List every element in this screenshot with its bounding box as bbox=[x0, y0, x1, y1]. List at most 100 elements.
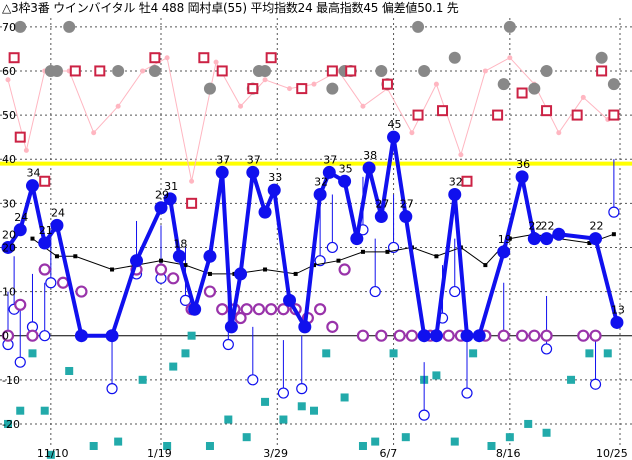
data-label: 22 bbox=[590, 220, 604, 233]
purple-circle bbox=[216, 303, 229, 316]
pink-point bbox=[238, 103, 244, 109]
data-label: 45 bbox=[388, 118, 402, 131]
max-square bbox=[265, 52, 277, 64]
max-square bbox=[326, 65, 338, 77]
purple-circle bbox=[167, 272, 180, 285]
purple-circle bbox=[314, 303, 327, 316]
purple-circle bbox=[56, 276, 70, 289]
teal-square bbox=[163, 442, 172, 450]
grey-dot bbox=[448, 51, 461, 64]
average-point bbox=[73, 254, 78, 259]
average-point bbox=[54, 254, 59, 259]
grey-dot bbox=[326, 82, 339, 95]
main-point bbox=[448, 187, 462, 201]
purple-circle bbox=[338, 263, 351, 276]
teal-square bbox=[487, 442, 496, 450]
average-point bbox=[434, 254, 439, 259]
grey-dot bbox=[497, 78, 510, 91]
average-point bbox=[30, 236, 35, 241]
main-point bbox=[515, 170, 529, 184]
teal-square bbox=[16, 406, 25, 415]
data-label: 32 bbox=[314, 175, 328, 188]
purple-circle bbox=[14, 298, 27, 311]
main-point bbox=[74, 329, 88, 343]
teal-square bbox=[114, 437, 123, 446]
average-point bbox=[360, 249, 365, 254]
average-point bbox=[483, 263, 488, 268]
hollow-marker bbox=[222, 338, 234, 351]
purple-circle bbox=[234, 311, 247, 325]
teal-square bbox=[505, 433, 514, 442]
hollow-marker bbox=[589, 378, 602, 390]
max-square bbox=[296, 83, 308, 95]
teal-square bbox=[89, 442, 98, 450]
data-label: 27 bbox=[400, 198, 414, 211]
teal-square bbox=[224, 415, 233, 424]
main-point bbox=[429, 329, 443, 343]
teal-square bbox=[603, 349, 612, 358]
average-point bbox=[293, 271, 298, 276]
max-square bbox=[186, 197, 198, 209]
purple-circle bbox=[252, 303, 266, 316]
main-point bbox=[540, 232, 554, 246]
y-tick-label: 40 bbox=[2, 153, 16, 166]
teal-square bbox=[432, 371, 441, 380]
y-tick-label: 60 bbox=[2, 65, 16, 78]
max-square bbox=[412, 109, 424, 121]
max-square bbox=[198, 52, 210, 64]
purple-circle bbox=[515, 329, 529, 342]
purple-circle bbox=[375, 329, 388, 342]
hollow-marker bbox=[106, 383, 118, 395]
teal-square bbox=[340, 393, 349, 402]
y-tick-label: 30 bbox=[2, 197, 16, 210]
pink-point bbox=[91, 130, 97, 136]
x-tick-label: 3/29 bbox=[263, 447, 288, 460]
average-point bbox=[507, 236, 512, 241]
main-point bbox=[163, 192, 177, 206]
average-point bbox=[385, 249, 390, 254]
purple-circle bbox=[326, 320, 339, 333]
main-point bbox=[215, 165, 229, 179]
purple-circle bbox=[240, 303, 253, 316]
teal-square bbox=[310, 406, 318, 415]
main-point bbox=[172, 249, 186, 263]
pink-point bbox=[115, 103, 121, 109]
purple-circle bbox=[356, 329, 370, 342]
main-series bbox=[1, 130, 624, 343]
teal-square bbox=[4, 419, 12, 428]
teal-square bbox=[138, 375, 147, 384]
hollow-marker bbox=[608, 206, 620, 218]
hollow-marker bbox=[39, 330, 51, 342]
main-point bbox=[234, 267, 248, 281]
grey-dot bbox=[14, 20, 27, 33]
grey-dot bbox=[540, 64, 553, 77]
pink-point bbox=[556, 130, 562, 136]
hollow-marker bbox=[14, 356, 26, 368]
max-square bbox=[247, 83, 259, 95]
hollow-marker bbox=[418, 409, 430, 421]
pink-point bbox=[311, 81, 317, 87]
data-label: 22 bbox=[541, 220, 555, 233]
hollow-marker bbox=[540, 343, 553, 355]
teal-square bbox=[469, 349, 478, 358]
average-line bbox=[32, 233, 615, 275]
purple-circle bbox=[265, 303, 278, 316]
grey-dot bbox=[148, 64, 161, 77]
pink-point bbox=[262, 77, 268, 83]
teal-square bbox=[567, 375, 576, 384]
hollow-marker bbox=[369, 285, 381, 298]
max-square bbox=[69, 65, 81, 77]
main-point bbox=[38, 236, 52, 250]
data-label: 21 bbox=[39, 224, 53, 237]
average-point bbox=[159, 258, 163, 263]
main-point bbox=[50, 218, 64, 232]
x-tick-label: 6/7 bbox=[380, 447, 398, 460]
teal-squares bbox=[4, 331, 612, 459]
data-label: 20 bbox=[2, 228, 16, 241]
max-square bbox=[571, 109, 583, 121]
main-point bbox=[362, 161, 376, 175]
data-label: 36 bbox=[516, 158, 530, 171]
axis-ticks: 70 60 50 40 30 20 10 0 -10 -20 11/10 1/19 3/29 6/7 8/1… bbox=[2, 21, 628, 460]
grey-dot bbox=[50, 64, 63, 77]
